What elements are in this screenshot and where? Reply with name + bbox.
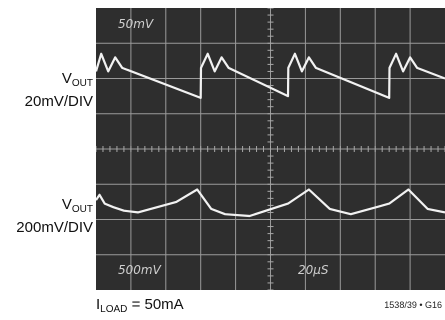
top-trace-label-main: V: [61, 70, 72, 87]
bottom-trace-label-main: V: [61, 196, 72, 213]
bottom-trace-scale: 200mV/DIV: [16, 219, 93, 236]
figure-id: 1538/39 • G16: [384, 300, 442, 310]
scope-readout-top-left: 50mV: [118, 17, 154, 31]
load-label-value: = 50mA: [127, 296, 184, 313]
bottom-trace-label-sub: OUT: [71, 204, 93, 215]
bottom-trace-line: [96, 188, 445, 218]
load-label-sub: LOAD: [100, 304, 128, 315]
load-label-main: I: [96, 296, 101, 313]
top-trace-label: VOUT 20mV/DIV: [25, 70, 93, 111]
top-trace-line: [96, 52, 445, 99]
oscilloscope-svg: 50mV 500mV 20μS: [96, 8, 445, 290]
scope-readout-bottom-mid: 20μS: [298, 263, 329, 277]
oscilloscope-display: 50mV 500mV 20μS: [96, 8, 445, 290]
top-trace-scale: 20mV/DIV: [24, 93, 93, 110]
bottom-trace-label: VOUT 200mV/DIV: [16, 196, 93, 237]
scope-center-ticks: [96, 8, 445, 290]
top-trace-label-sub: OUT: [71, 78, 93, 89]
scope-readout-bottom-left: 500mV: [118, 263, 162, 277]
load-condition: ILOAD = 50mA: [96, 296, 184, 315]
